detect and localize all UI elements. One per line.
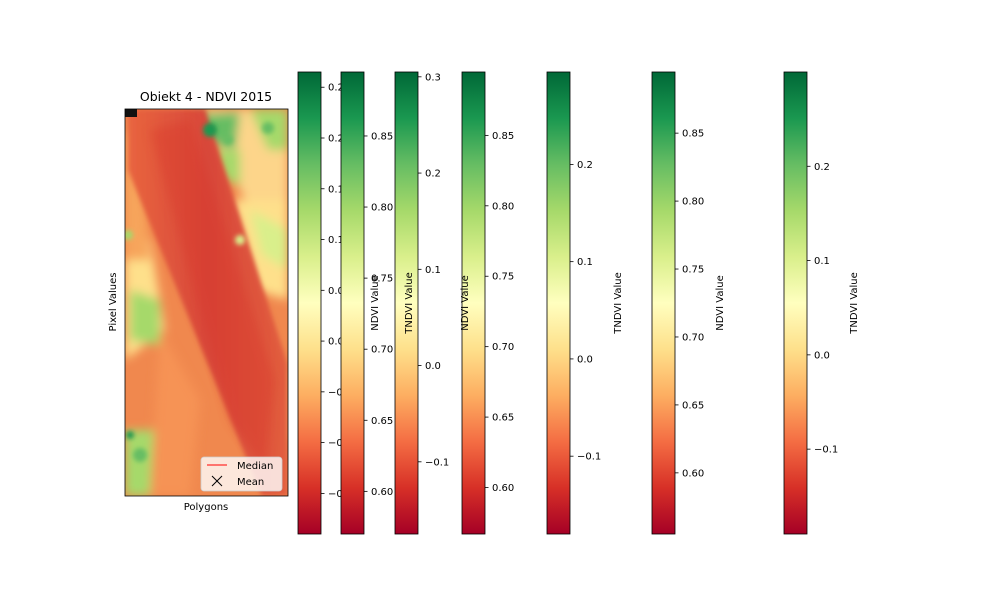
colorbar-tick-label: 0.1	[814, 256, 830, 267]
colorbar-tick-label: 0.1	[577, 257, 593, 268]
colorbar-tick-label: −0.1	[814, 445, 838, 456]
colorbar-tick-label: 0.65	[371, 416, 393, 427]
colorbar-label: TNDVI Value	[404, 272, 415, 335]
colorbar-tick-label: 0.15	[328, 184, 350, 195]
colorbar-gradient	[651, 71, 676, 535]
colorbar-gradient	[297, 71, 322, 535]
colorbar-tick-label: −0.1	[425, 457, 449, 468]
colorbar-label: NDVI Value	[715, 275, 726, 330]
colorbar-tick-label: 0.20	[328, 134, 350, 145]
colorbar-label: TNDVI Value	[849, 272, 860, 335]
colorbar-tick-label: 0.00	[328, 337, 350, 348]
colorbar-tick-label: 0.60	[492, 483, 514, 494]
colorbar-tick-label: 0.60	[371, 487, 393, 498]
colorbar-tick-label: 0.70	[682, 332, 704, 343]
colorbar-tick-label: 0.85	[492, 131, 514, 142]
colorbar-tick-label: 0.75	[371, 274, 393, 285]
colorbar-tick-label: 0.2	[814, 162, 830, 173]
colorbar-tick-label: 0.0	[577, 354, 593, 365]
ndvi-raster-image	[125, 109, 288, 496]
colorbar-3: −0.1 0.0 0.1 0.2 0.3 TNDVI Value	[394, 71, 449, 535]
colorbar-2: 0.60 0.65 0.70 0.75 0.80 0.85 NDVI Value	[340, 71, 393, 535]
legend: Median Mean	[200, 456, 283, 492]
colorbar-tick-label: 0.0	[425, 361, 441, 372]
legend-mean-marker	[211, 475, 223, 487]
colorbar-tick-label: 0.80	[371, 203, 393, 214]
colorbar-tick-label: 0.70	[492, 342, 514, 353]
colorbar-tick-label: 0.2	[425, 169, 441, 180]
colorbar-5: −0.1 0.0 0.1 0.2 TNDVI Value	[546, 71, 624, 535]
legend-mean-label: Mean	[237, 477, 264, 488]
colorbar-tick-label: 0.80	[682, 197, 704, 208]
colorbar-tick-label: 0.65	[492, 413, 514, 424]
chart-title: Obiekt 4 - NDVI 2015	[140, 89, 272, 104]
colorbar-tick-label: 0.05	[328, 286, 350, 297]
x-axis-label: Polygons	[184, 502, 229, 513]
colorbar-tick-label: 0.85	[682, 129, 704, 140]
colorbar-label: NDVI Value	[370, 275, 381, 330]
colorbar-4: 0.60 0.65 0.70 0.75 0.80 0.85 NDVI Value	[460, 71, 514, 535]
colorbar-tick-label: 0.75	[682, 265, 704, 276]
colorbar-label: TNDVI Value	[613, 272, 624, 335]
colorbars: −0.15−0.10−0.050.000.050.100.150.200.250…	[297, 71, 860, 535]
colorbar-6: 0.60 0.65 0.70 0.75 0.80 0.85 NDVI Value	[651, 71, 726, 535]
colorbar-tick-label: 0.25	[328, 83, 350, 94]
colorbar-gradient	[783, 71, 808, 535]
colorbar-gradient	[340, 71, 365, 535]
colorbar-gradient	[394, 71, 419, 535]
y-axis-label: Pixel Values	[108, 273, 119, 332]
legend-median-label: Median	[237, 461, 273, 472]
colorbar-gradient	[546, 71, 571, 535]
colorbar-tick-label: 0.80	[492, 201, 514, 212]
colorbar-tick-label: 0.60	[682, 468, 704, 479]
colorbar-tick-label: 0.3	[425, 72, 441, 83]
colorbar-gradient	[461, 71, 486, 535]
colorbar-tick-label: 0.65	[682, 400, 704, 411]
colorbar-7: −0.1 0.0 0.1 0.2 TNDVI Value	[783, 71, 860, 535]
image-frame	[124, 108, 289, 497]
colorbar-tick-label: 0.70	[371, 345, 393, 356]
colorbar-label: NDVI Value	[460, 275, 471, 330]
colorbar-tick-label: 0.10	[328, 235, 350, 246]
colorbar-tick-label: 0.85	[371, 131, 393, 142]
colorbar-tick-label: 0.1	[425, 265, 441, 276]
colorbar-tick-label: 0.0	[814, 350, 830, 361]
colorbar-tick-label: 0.2	[577, 160, 593, 171]
colorbar-tick-label: −0.1	[577, 452, 601, 463]
colorbar-tick-label: 0.75	[492, 272, 514, 283]
